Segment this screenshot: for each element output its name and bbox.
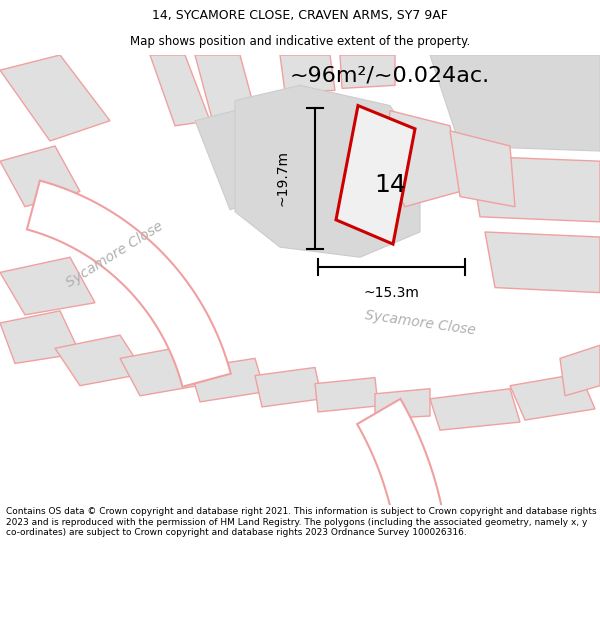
Polygon shape	[55, 335, 145, 386]
Polygon shape	[235, 86, 420, 258]
Text: Sycamore Close: Sycamore Close	[364, 308, 476, 338]
Text: Sycamore Close: Sycamore Close	[64, 219, 166, 290]
Text: 14, SYCAMORE CLOSE, CRAVEN ARMS, SY7 9AF: 14, SYCAMORE CLOSE, CRAVEN ARMS, SY7 9AF	[152, 9, 448, 22]
Polygon shape	[0, 55, 110, 141]
Polygon shape	[27, 181, 231, 387]
Polygon shape	[357, 399, 450, 619]
Polygon shape	[195, 55, 255, 119]
Text: ~15.3m: ~15.3m	[364, 286, 419, 299]
Polygon shape	[340, 55, 395, 88]
Polygon shape	[190, 358, 265, 402]
Polygon shape	[375, 389, 430, 419]
Text: 14: 14	[374, 173, 406, 197]
Polygon shape	[470, 156, 600, 222]
Text: Map shows position and indicative extent of the property.: Map shows position and indicative extent…	[130, 35, 470, 48]
Polygon shape	[385, 111, 460, 207]
Text: ~96m²/~0.024ac.: ~96m²/~0.024ac.	[290, 65, 490, 85]
Text: ~19.7m: ~19.7m	[276, 151, 290, 206]
Polygon shape	[336, 106, 415, 244]
Polygon shape	[0, 258, 95, 315]
Text: Contains OS data © Crown copyright and database right 2021. This information is : Contains OS data © Crown copyright and d…	[6, 508, 596, 538]
Polygon shape	[315, 378, 378, 412]
Polygon shape	[450, 131, 515, 207]
Polygon shape	[280, 55, 335, 92]
Polygon shape	[0, 311, 80, 363]
Polygon shape	[510, 374, 595, 420]
Polygon shape	[195, 111, 270, 210]
Polygon shape	[255, 368, 322, 407]
Polygon shape	[430, 389, 520, 430]
Polygon shape	[0, 146, 80, 207]
Polygon shape	[150, 55, 210, 126]
Polygon shape	[430, 55, 600, 151]
Polygon shape	[485, 232, 600, 292]
Polygon shape	[560, 345, 600, 396]
Polygon shape	[120, 345, 210, 396]
